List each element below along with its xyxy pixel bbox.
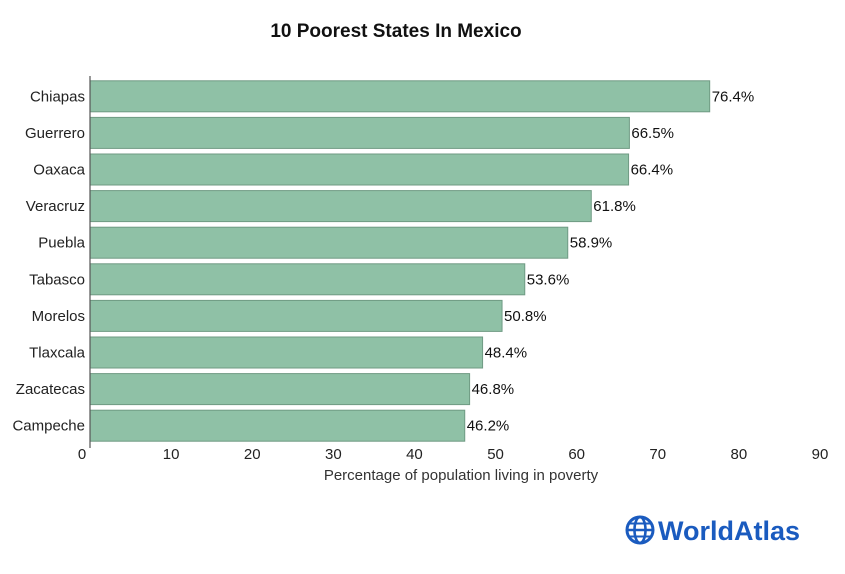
value-labels: 76.4% 66.5% 66.4% 61.8% 58.9% 53.6% 50.8% 48.4%… <box>467 88 755 434</box>
category-label: Tabasco <box>29 271 85 288</box>
brand-name: WorldAtlas <box>658 516 800 546</box>
bar-tlaxcala <box>89 336 484 369</box>
value-label: 66.4% <box>631 162 674 179</box>
bar-tabasco <box>89 263 526 296</box>
x-axis-label: Percentage of population living in pover… <box>324 467 599 484</box>
category-label: Morelos <box>32 308 85 325</box>
category-label: Guerrero <box>25 125 85 142</box>
x-tick-label: 60 <box>568 446 585 463</box>
x-tick-label: 50 <box>487 446 504 463</box>
value-label: 50.8% <box>504 308 547 325</box>
bar-chiapas <box>89 80 711 113</box>
category-label: Tlaxcala <box>29 345 86 362</box>
value-label: 66.5% <box>631 125 674 142</box>
worldatlas-logo: WorldAtlas <box>625 515 800 546</box>
value-label: 58.9% <box>570 235 613 252</box>
category-label: Puebla <box>38 235 85 252</box>
value-label: 46.8% <box>472 381 515 398</box>
x-tick-label: 30 <box>325 446 342 463</box>
x-tick-label: 80 <box>731 446 748 463</box>
x-tick-label: 70 <box>649 446 666 463</box>
bar-puebla <box>89 226 569 259</box>
bar-guerrero <box>89 116 630 149</box>
bar-campeche <box>89 409 466 442</box>
x-tick-label: 40 <box>406 446 423 463</box>
bar-veracruz <box>89 190 592 223</box>
x-tick-labels: 0 10 20 30 40 50 60 70 80 90 <box>78 446 829 463</box>
value-label: 76.4% <box>712 88 755 105</box>
value-label: 46.2% <box>467 418 510 435</box>
category-label: Chiapas <box>30 88 85 105</box>
value-label: 53.6% <box>527 271 570 288</box>
value-label: 48.4% <box>485 345 528 362</box>
x-tick-label: 0 <box>78 446 86 463</box>
chart-title: 10 Poorest States In Mexico <box>270 21 521 42</box>
globe-icon <box>625 515 655 545</box>
bars-group <box>89 80 711 442</box>
bar-morelos <box>89 299 503 332</box>
category-label: Campeche <box>12 418 85 435</box>
bar-zacatecas <box>89 373 471 406</box>
category-labels: Chiapas Guerrero Oaxaca Veracruz Puebla Tabas… <box>12 88 85 434</box>
category-label: Veracruz <box>26 198 85 215</box>
bar-oaxaca <box>89 153 630 186</box>
x-tick-label: 10 <box>163 446 180 463</box>
value-label: 61.8% <box>593 198 636 215</box>
category-label: Zacatecas <box>16 381 85 398</box>
x-tick-label: 90 <box>812 446 829 463</box>
x-tick-label: 20 <box>244 446 261 463</box>
category-label: Oaxaca <box>33 162 85 179</box>
